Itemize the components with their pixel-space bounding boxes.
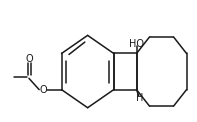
Text: H: H [136, 93, 143, 103]
Text: O: O [39, 85, 47, 95]
Text: HO: HO [129, 39, 144, 49]
Text: O: O [25, 54, 33, 64]
